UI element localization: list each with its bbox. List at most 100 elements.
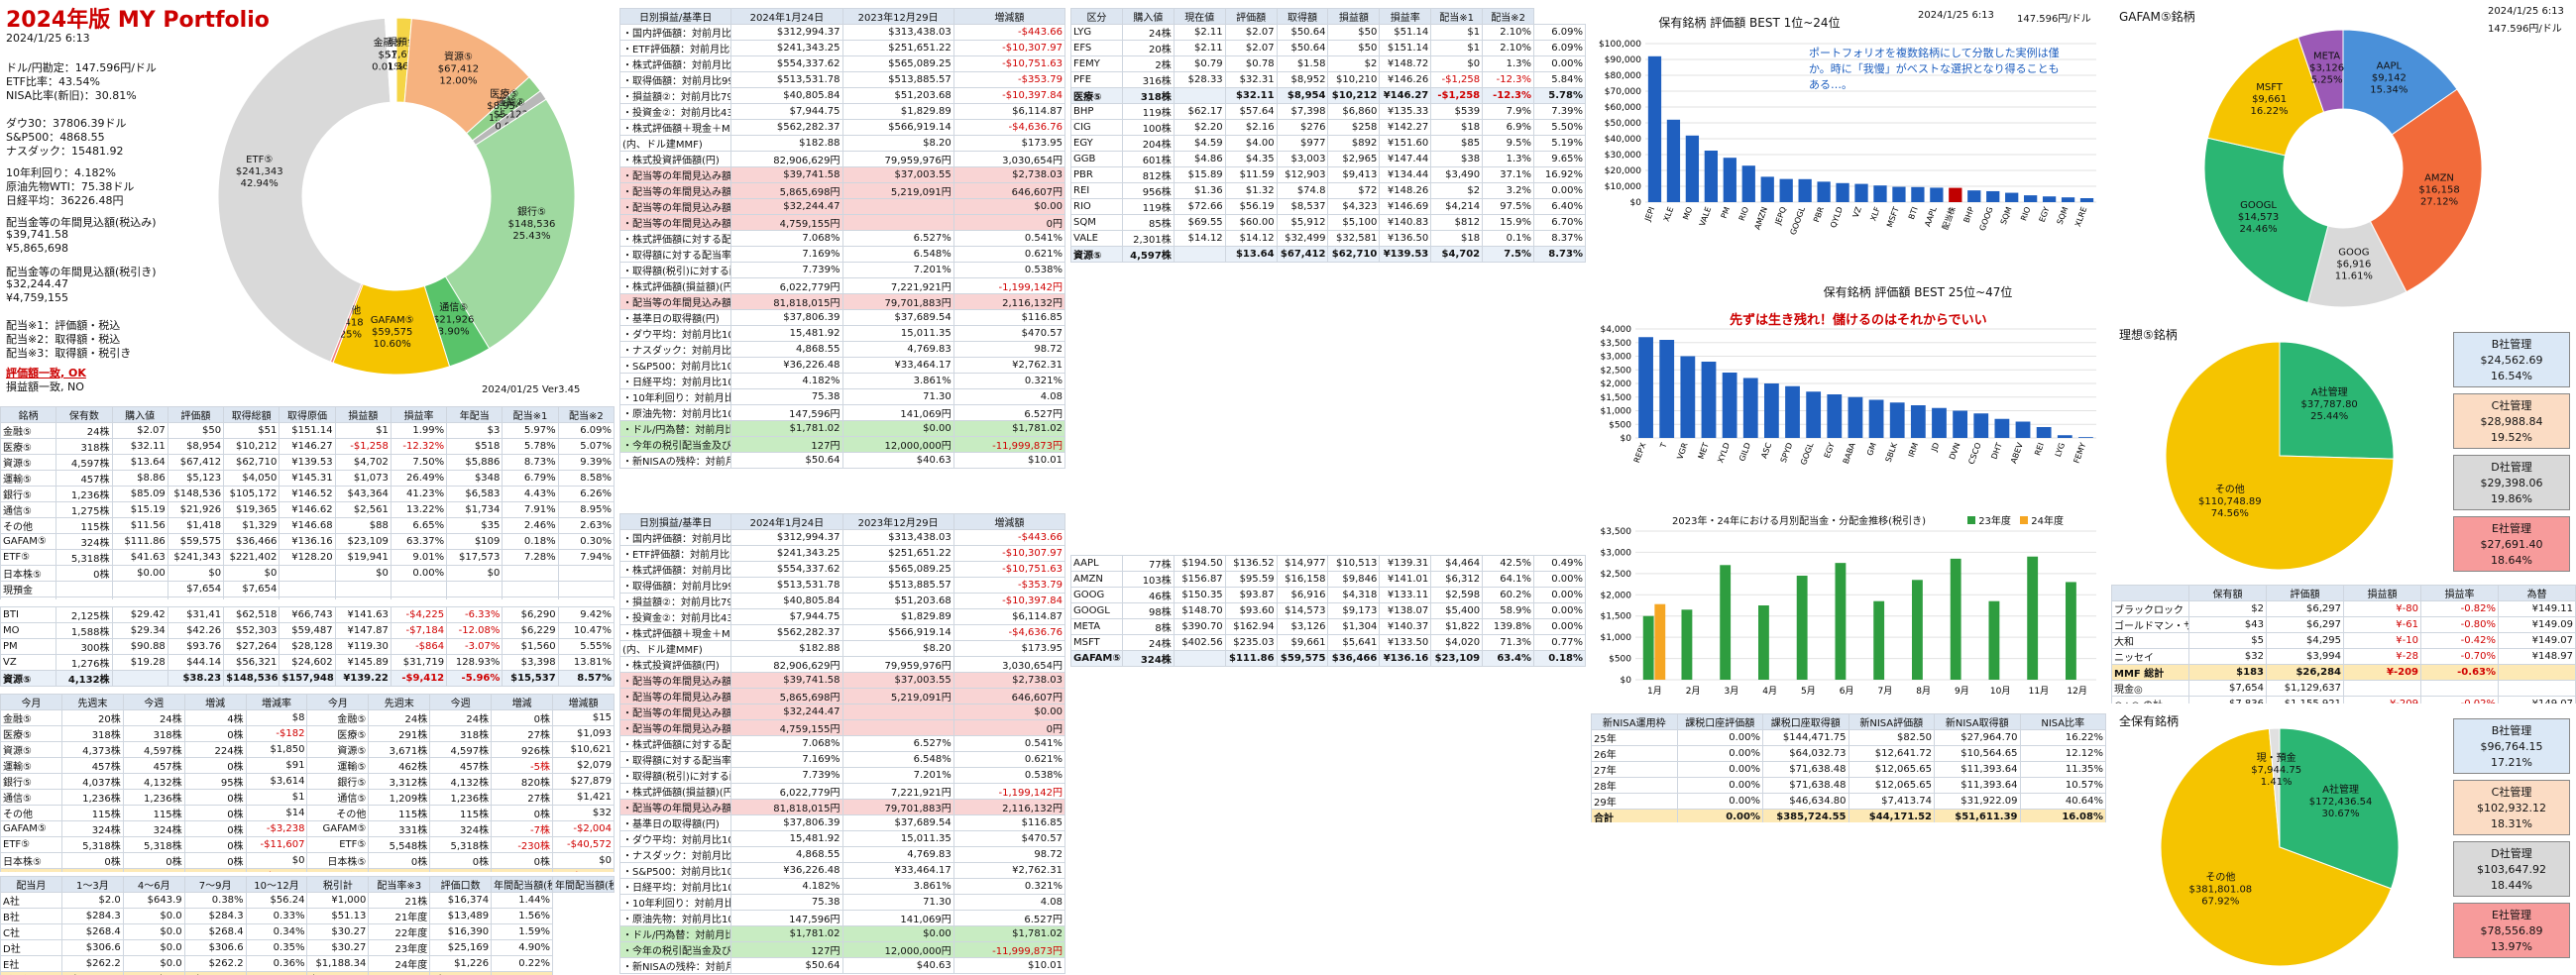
dividend-schedule-header: 4〜6月 bbox=[122, 876, 185, 893]
all-holdings-panel: 全保有銘柄 A社管理 $172,436.54 30.67% その他 $381,801.0… bbox=[2111, 708, 2576, 975]
all-box-text: $96,764.15 bbox=[2480, 740, 2543, 753]
comparison-cell: 3,671株 bbox=[368, 741, 431, 758]
summary-2-header: 増減額 bbox=[952, 513, 1065, 530]
summary-2-cell: 79,959,976円 bbox=[841, 656, 954, 673]
summary-cell: $173.95 bbox=[952, 135, 1065, 152]
mmf-header: 保有額 bbox=[2188, 585, 2267, 601]
chart2-category-label: FEMY bbox=[2072, 442, 2088, 465]
main-holdings-cell: 8.95% bbox=[557, 501, 615, 518]
summary-2-cell: ・損益額②：対前月比79.89% bbox=[619, 593, 732, 609]
summary-row: ・配当等の年間見込み額 $39,741.58 $37,003.55 $2,738.03 bbox=[619, 166, 1065, 183]
summary-2-cell: ・株式評価額＋現金＋MMF bbox=[619, 624, 732, 641]
gafam-rows-cell: $136.52 bbox=[1224, 555, 1278, 572]
dividend-schedule-header: 評価口数 bbox=[429, 876, 493, 893]
category-cell: 1.3% bbox=[1482, 55, 1535, 72]
portfolio-donut-label: 金融⑤ bbox=[374, 36, 402, 49]
nisa-cell: $385,724.55 bbox=[1762, 809, 1849, 822]
comparison-cell: 運輸⑤ bbox=[0, 757, 62, 774]
all-label: その他 bbox=[2205, 870, 2235, 883]
main-holdings-row: 医療⑤ 318株 $32.11 $8,954 $10,212 ¥146.27 -$1,258… bbox=[0, 438, 615, 455]
comparison-cell: 115株 bbox=[60, 805, 124, 821]
nisa-cell: $10,564.65 bbox=[1934, 745, 2021, 762]
main-holdings-header: 取得総額 bbox=[223, 406, 280, 423]
main-holdings-cell bbox=[279, 581, 336, 597]
ideal-box-text: 19.86% bbox=[2491, 492, 2532, 505]
category-header: 損益率 bbox=[1379, 8, 1432, 25]
gafam-rows-cell: $9,661 bbox=[1276, 634, 1329, 651]
summary-2-cell: 0.541% bbox=[952, 735, 1065, 752]
summary-cell: 4,769.83 bbox=[841, 341, 954, 358]
main-holdings-cell: $1,073 bbox=[334, 470, 392, 487]
all-box-text: B社管理 bbox=[2491, 724, 2532, 737]
main-holdings-cell: 4,597株 bbox=[56, 454, 113, 471]
chart2-tick-label: $4,000 bbox=[1601, 325, 1632, 335]
summary-row: ・ETF評価額：対前月比95.91%$241,343.25$251,651.22… bbox=[619, 40, 1065, 56]
dividend-schedule-row: E社 $262.2 $0.0 $262.2 0.36% $1,188.34 24年度 $1,2… bbox=[0, 955, 615, 972]
main-holdings-cell: MMF bbox=[0, 596, 57, 599]
category-cell: ¥135.33 bbox=[1379, 103, 1432, 120]
category-cell: $11.59 bbox=[1224, 166, 1278, 183]
summary-2-cell: 12,000,000円 bbox=[841, 941, 954, 958]
main-holdings-cell: $221,402 bbox=[223, 549, 280, 566]
dividend-schedule-header: 10〜12月 bbox=[245, 876, 308, 893]
main-holdings-table: 銘柄 保有数 購入値 評価額 取得総額 取得原価 損益額 損益率 年配当 配当※1 配当※2 金融⑤… bbox=[0, 406, 615, 599]
gafam-rows-cell: $4,464 bbox=[1430, 555, 1484, 572]
chart-best-1-24: 保有銘柄 評価額 BEST 1位~24位 2024/1/25 6:13 147.… bbox=[1591, 8, 2106, 275]
ideal-box-text: B社管理 bbox=[2491, 338, 2532, 351]
main-holdings-cell: $50 bbox=[167, 422, 225, 439]
category-cell: ¥140.83 bbox=[1379, 214, 1432, 231]
nisa-row: 28年 0.00% $71,638.48 $12,065.65 $11,393.64 10… bbox=[1591, 777, 2106, 794]
chart1-category-label: RIO bbox=[1737, 206, 1750, 222]
comparison-cell: $1,093 bbox=[552, 725, 615, 742]
chart3-legend: 23年度 24年度 bbox=[1967, 512, 2064, 527]
chart1-note: ポートフォリオを複数銘柄にして分散した実例は僅か。時に「我慢」がベストな選択とな… bbox=[1809, 47, 2060, 91]
chart1-bar bbox=[2079, 198, 2094, 202]
chart2-bar bbox=[1742, 378, 1758, 438]
main-holdings-cell: $43,364 bbox=[334, 486, 392, 502]
dividend-schedule-cell: $30.27 bbox=[306, 923, 370, 940]
mmf-cell: 大和 bbox=[2111, 632, 2189, 649]
mmf-cell: 現金◎ bbox=[2111, 680, 2189, 697]
ideal-box-text: E社管理 bbox=[2492, 522, 2531, 535]
summary-cell: 7.068% bbox=[730, 230, 843, 247]
summary-cell: ・配当等の年間見込み額(円) bbox=[619, 293, 732, 310]
chart3-bar bbox=[1835, 563, 1847, 680]
comparison-cell: 運輸⑤ bbox=[306, 757, 370, 774]
summary-cell: 127円 bbox=[730, 436, 843, 453]
summary-cell: -$443.66 bbox=[952, 24, 1065, 41]
overview-panel: 2024年版 MY Portfolio 2024/1/25 6:13 ドル/円勘… bbox=[0, 0, 615, 401]
portfolio-donut-label: $7,654 bbox=[385, 50, 419, 60]
summary-cell: $241,343.25 bbox=[730, 40, 843, 56]
category-cell: $56.19 bbox=[1224, 198, 1278, 215]
comparison-cell: 0株 bbox=[183, 852, 247, 869]
gafam-rows-cell: 139.8% bbox=[1482, 618, 1535, 635]
summary-cell: 71.30 bbox=[841, 388, 954, 405]
main-holdings-cell bbox=[502, 565, 559, 582]
gafam-rows-cell: $150.35 bbox=[1173, 587, 1226, 603]
summary-cell: 7.169% bbox=[730, 246, 843, 263]
category-cell: BHP bbox=[1070, 103, 1123, 120]
version-label: 2024/01/25 Ver3.45 bbox=[482, 384, 581, 395]
gafam-rows-cell: $16,158 bbox=[1276, 571, 1329, 588]
summary-2-cell: $40,805.84 bbox=[730, 593, 843, 609]
summary-2-row: ・配当等の年間見込み額(円)5,865,698円5,219,091円646,60… bbox=[619, 688, 1065, 704]
category-header: 配当※1 bbox=[1430, 8, 1484, 25]
category-cell: $62.17 bbox=[1173, 103, 1226, 120]
category-header: 配当※2 bbox=[1482, 8, 1535, 25]
comparison-cell: 0株 bbox=[60, 852, 124, 869]
category-cell: $51.14 bbox=[1379, 24, 1432, 41]
chart2-category-label: SBLK bbox=[1884, 441, 1900, 464]
gafam-rows-cell: ¥141.01 bbox=[1379, 571, 1432, 588]
chart1-bar bbox=[1892, 186, 1906, 202]
category-cell: ¥151.60 bbox=[1379, 135, 1432, 152]
comparison-cell: 4株 bbox=[183, 709, 247, 726]
dividend-schedule-header: 年間配当額(税込) bbox=[491, 876, 554, 893]
chart3-tick-label: $1,500 bbox=[1601, 612, 1632, 622]
summary-2-cell: 0円 bbox=[952, 719, 1065, 736]
ideal-box: C社管理 $28,988.84 19.52% bbox=[2453, 393, 2570, 449]
category-cell: 5.19% bbox=[1533, 135, 1586, 152]
summary-cell: ・国内評価額：対前月比99.86% bbox=[619, 24, 732, 41]
comparison-cell: 20株 bbox=[60, 709, 124, 726]
summary-panel: 日別損益/基準日 2024年1月24日 2023年12月29日 増減額 ・国内評価額：… bbox=[619, 8, 1065, 508]
